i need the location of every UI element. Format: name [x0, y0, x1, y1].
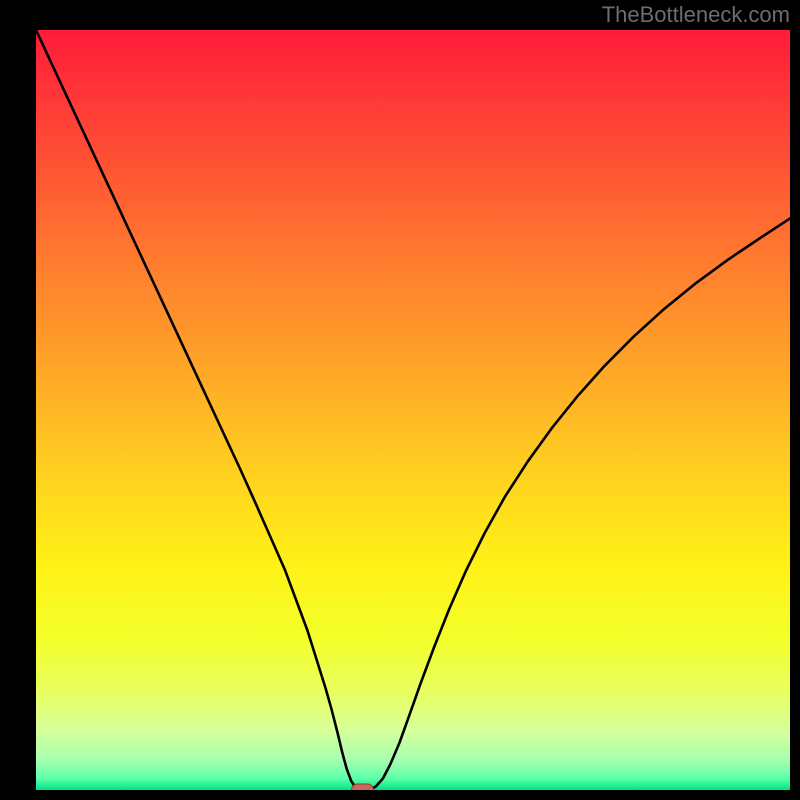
watermark-text: TheBottleneck.com	[602, 2, 790, 28]
chart-svg	[36, 30, 790, 790]
chart-background	[36, 30, 790, 790]
plot-area	[36, 30, 790, 790]
curve-min-marker	[351, 784, 373, 790]
